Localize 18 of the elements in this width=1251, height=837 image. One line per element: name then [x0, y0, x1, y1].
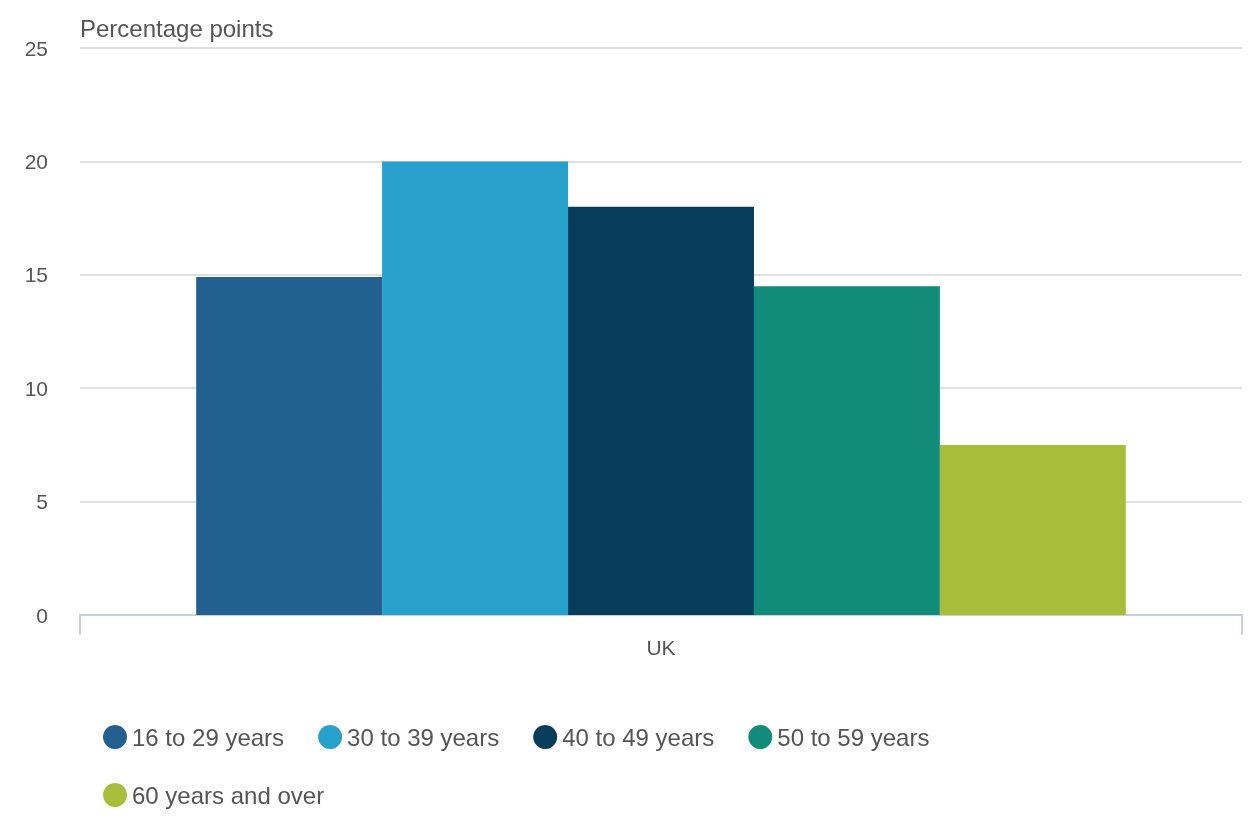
legend-label: 60 years and over	[132, 781, 325, 809]
legend-label: 30 to 39 years	[347, 723, 500, 751]
bar	[753, 286, 940, 615]
bar	[382, 161, 569, 615]
bar	[939, 444, 1126, 615]
y-tick-label: 5	[36, 490, 48, 514]
bar	[568, 206, 754, 615]
bar	[196, 277, 383, 615]
y-tick-label: 20	[24, 149, 48, 173]
y-tick-label: 25	[24, 36, 48, 60]
y-axis-title: Percentage points	[80, 14, 274, 42]
y-tick-label: 15	[24, 263, 48, 287]
legend-label: 16 to 29 years	[132, 723, 285, 751]
y-tick-label: 10	[24, 376, 48, 400]
x-tick-label: UK	[646, 636, 676, 659]
legend-label: 40 to 49 years	[562, 723, 715, 751]
legend-label: 50 to 59 years	[777, 723, 930, 751]
y-tick-label: 0	[36, 603, 48, 627]
